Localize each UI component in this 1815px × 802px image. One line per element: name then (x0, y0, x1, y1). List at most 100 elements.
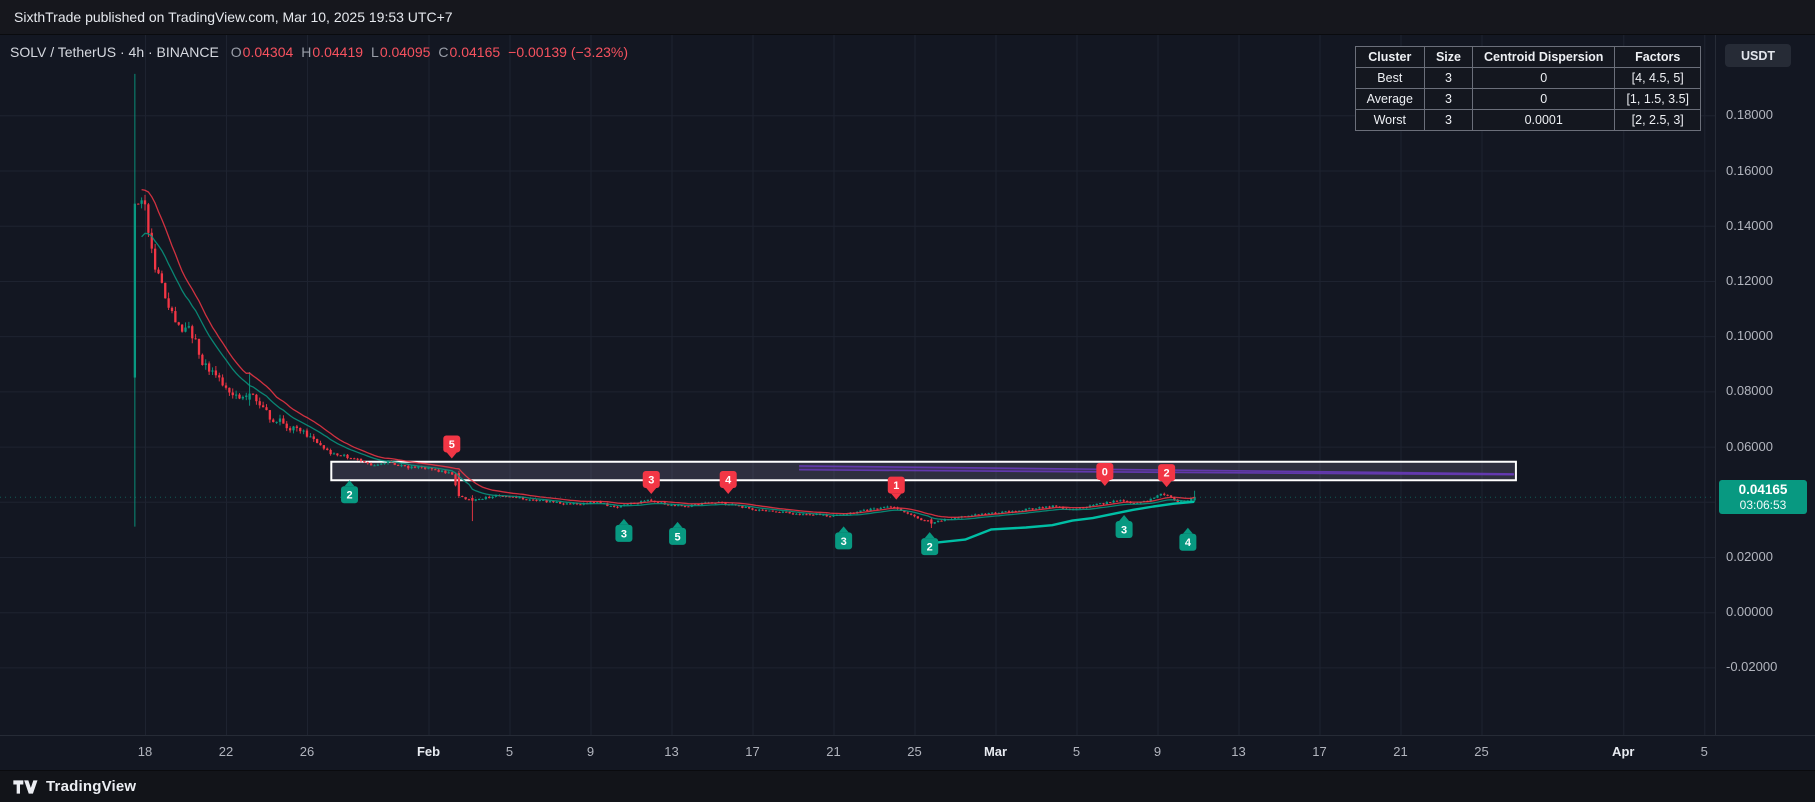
svg-text:1: 1 (893, 480, 899, 492)
time-scale-label: 26 (299, 744, 315, 759)
low-value: 0.04095 (379, 44, 431, 60)
svg-text:3: 3 (841, 536, 847, 548)
upper-band-line (141, 188, 1195, 518)
close-value: 0.04165 (449, 44, 501, 60)
tradingview-wordmark[interactable]: TradingView (46, 778, 137, 795)
svg-text:2: 2 (927, 542, 933, 554)
table-cell: 3 (1423, 109, 1473, 131)
buy-signal-marker: 2 (341, 480, 359, 504)
time-scale-label: 13 (1231, 744, 1246, 759)
svg-text:4: 4 (1185, 537, 1192, 549)
sell-signal-marker: 2 (1158, 464, 1176, 488)
price-scale-label: 0.16000 (1726, 162, 1773, 178)
sell-signal-marker: 0 (1096, 463, 1114, 487)
table-cell: Best (1354, 67, 1425, 89)
table-header-cell: Centroid Dispersion (1471, 46, 1616, 68)
time-scale-label: 18 (137, 744, 153, 759)
grid-lines (0, 35, 1715, 735)
time-scale[interactable]: 18 22 26 Feb 5 9 13 17 21 25 Mar 5 9 13 17 21 25 Apr 5 (0, 735, 1815, 770)
price-scale-label: 0.08000 (1726, 383, 1773, 399)
time-scale-label: 22 (218, 744, 234, 759)
svg-text:5: 5 (675, 531, 681, 543)
time-scale-label: 17 (745, 744, 760, 759)
buy-signal-marker: 3 (615, 518, 633, 542)
time-scale-label: Apr (1612, 744, 1635, 759)
high-label: H (301, 44, 312, 60)
svg-text:3: 3 (1121, 525, 1127, 537)
buy-signal-marker: 3 (1115, 515, 1133, 539)
table-cell: 3 (1423, 67, 1473, 89)
time-scale-label: 25 (1474, 744, 1489, 759)
buy-signal-marker: 2 (921, 532, 939, 556)
currency-toggle-button[interactable]: USDT (1725, 44, 1791, 67)
open-value: 0.04304 (242, 44, 294, 60)
chart-area: 5 3 4 1 0 2 2 3 5 3 2 3 4 SOLV / TetherUS · 4h · BIN… (0, 35, 1715, 735)
table-cell: Worst (1354, 109, 1425, 131)
table-cell: 0 (1471, 88, 1616, 110)
svg-text:5: 5 (449, 439, 455, 451)
time-scale-label: Feb (416, 744, 441, 759)
price-chart-canvas[interactable]: 5 3 4 1 0 2 2 3 5 3 2 3 4 (0, 35, 1715, 735)
time-scale-label: 17 (1312, 744, 1327, 759)
svg-text:2: 2 (346, 490, 352, 502)
time-scale-label: 21 (1393, 744, 1408, 759)
time-scale-label: 5 (1700, 744, 1708, 759)
time-scale-label: 25 (907, 744, 922, 759)
wedge-trendline (799, 465, 1514, 475)
buy-signal-marker: 5 (669, 521, 687, 545)
wedge-trendline (799, 468, 1514, 476)
table-header-cell: Cluster (1354, 46, 1425, 68)
sell-signal-marker: 5 (443, 435, 461, 459)
table-cell: [1, 1.5, 3.5] (1614, 88, 1701, 110)
tradingview-logo-icon[interactable] (12, 777, 38, 797)
table-header-cell: Size (1423, 46, 1473, 68)
price-scale-label: 0.14000 (1726, 217, 1773, 233)
high-value: 0.04419 (312, 44, 364, 60)
price-scale-label: 0.18000 (1726, 107, 1773, 123)
table-cell: Average (1354, 88, 1425, 110)
symbol-legend: SOLV / TetherUS · 4h · BINANCE O 0.04304 … (10, 44, 628, 60)
table-cell: 0.0001 (1471, 109, 1616, 131)
price-scale-label: 0.00000 (1726, 604, 1773, 620)
attribution-text: SixthTrade published on TradingView.com,… (14, 9, 453, 25)
last-price-value: 0.04165 (1738, 482, 1788, 498)
trailing-stop-line (930, 500, 1195, 545)
footer-bar: TradingView (0, 770, 1815, 802)
svg-text:3: 3 (648, 475, 654, 487)
price-scale-label: 0.10000 (1726, 328, 1773, 344)
price-scale[interactable]: USDT 0.18000 0.16000 0.14000 0.12000 0.10000… (1715, 35, 1815, 735)
low-label: L (371, 44, 379, 60)
svg-text:3: 3 (621, 528, 627, 540)
svg-text:0: 0 (1102, 467, 1108, 479)
table-row: Worst 3 0.0001 [2, 2.5, 3] (1354, 109, 1701, 131)
lower-band-line (141, 232, 1195, 521)
time-scale-label: Mar (983, 744, 1008, 759)
svg-text:2: 2 (1164, 468, 1170, 480)
change-value: −0.00139 (−3.23%) (508, 44, 629, 60)
time-scale-label: 21 (826, 744, 841, 759)
buy-signal-marker: 3 (835, 526, 853, 550)
bar-countdown: 03:06:53 (1739, 498, 1787, 513)
table-cell: 3 (1423, 88, 1473, 110)
table-cell: [2, 2.5, 3] (1614, 109, 1701, 131)
price-scale-label: 0.12000 (1726, 272, 1773, 288)
close-label: C (438, 44, 449, 60)
sell-signal-marker: 1 (887, 476, 905, 500)
buy-signal-marker: 4 (1179, 527, 1197, 551)
sell-signal-marker: 4 (719, 471, 737, 495)
time-scale-label: 13 (664, 744, 679, 759)
time-scale-label: 5 (505, 744, 514, 759)
svg-text:4: 4 (725, 475, 732, 487)
time-scale-label: 5 (1072, 744, 1081, 759)
price-scale-label: -0.02000 (1726, 659, 1778, 675)
chart-region: 5 3 4 1 0 2 2 3 5 3 2 3 4 SOLV / TetherUS · 4h · BIN… (0, 35, 1815, 735)
table-row: Best 3 0 [4, 4.5, 5] (1354, 67, 1701, 89)
symbol-title[interactable]: SOLV / TetherUS · 4h · BINANCE (10, 44, 219, 60)
price-scale-label: 0.02000 (1726, 548, 1773, 564)
time-scale-label: 9 (1153, 744, 1162, 759)
last-price-tag: 0.04165 03:06:53 (1719, 480, 1807, 515)
sell-signal-marker: 3 (642, 471, 660, 495)
price-scale-label: 0.06000 (1726, 438, 1773, 454)
open-label: O (230, 44, 242, 60)
attribution-bar: SixthTrade published on TradingView.com,… (0, 0, 1815, 35)
